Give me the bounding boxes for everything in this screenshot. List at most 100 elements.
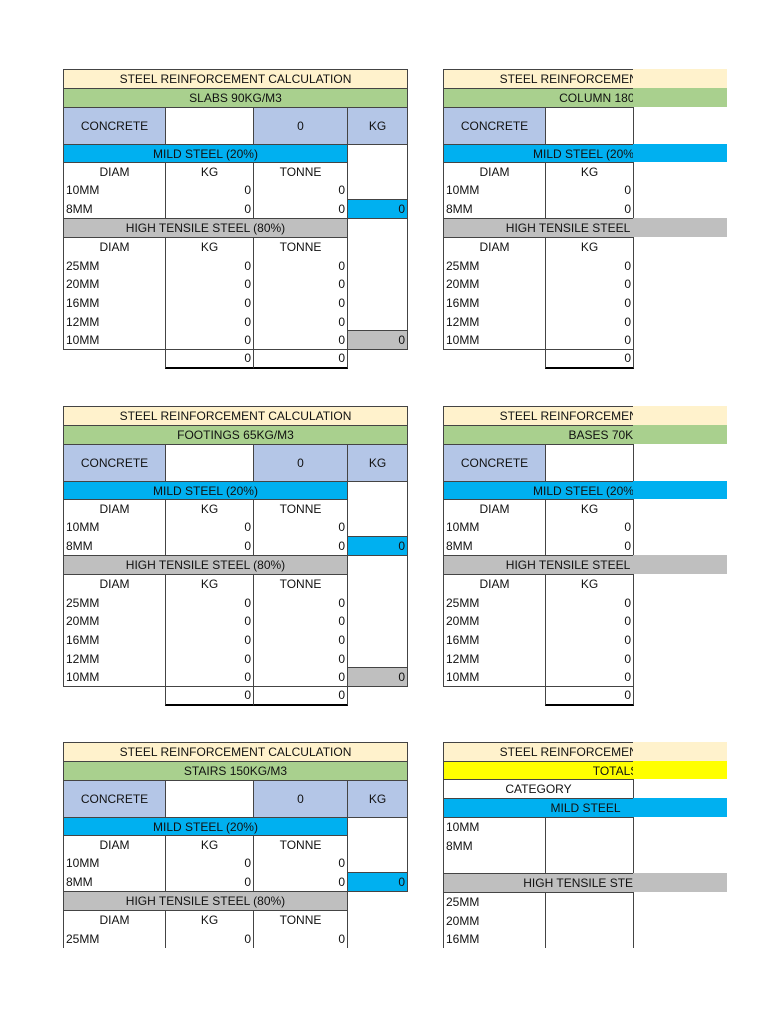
value-cell[interactable] <box>545 835 634 856</box>
column-header[interactable]: DIAM <box>63 237 166 257</box>
column-header[interactable]: TONNE <box>633 237 634 257</box>
diameter-label[interactable]: 10MM <box>443 330 546 350</box>
kg-value[interactable]: 0 <box>545 536 634 556</box>
tonne-value[interactable]: 0 <box>253 630 348 650</box>
block-subtitle[interactable]: FOOTINGS 65KG/M3 <box>63 425 408 445</box>
column-header[interactable]: KG <box>165 574 254 594</box>
column-header[interactable]: TONNE <box>253 574 348 594</box>
tonne-value[interactable]: 0 <box>633 667 634 687</box>
kg-value[interactable]: 0 <box>165 929 254 948</box>
kg-value[interactable]: 0 <box>165 311 254 332</box>
kg-value[interactable]: 0 <box>545 630 634 650</box>
total-tonne[interactable]: 0 <box>633 349 634 369</box>
concrete-value[interactable]: 0 <box>253 107 348 145</box>
column-header[interactable]: KG <box>165 910 254 930</box>
column-header[interactable]: KG <box>165 162 254 181</box>
value-cell[interactable] <box>545 892 634 912</box>
value-cell[interactable] <box>545 854 634 875</box>
category-header[interactable]: CATEGORY <box>443 779 634 799</box>
tonne-value[interactable]: 0 <box>253 667 348 687</box>
concrete-label[interactable]: CONCRETE <box>63 107 166 145</box>
tonne-value[interactable]: 0 <box>253 293 348 313</box>
tonne-value[interactable]: 0 <box>253 274 348 295</box>
column-header[interactable]: TONNE <box>633 162 634 181</box>
kg-value[interactable]: 0 <box>545 330 634 350</box>
diameter-label[interactable]: 10MM <box>63 853 166 873</box>
kg-value[interactable]: 0 <box>545 517 634 537</box>
tonne-value[interactable]: 0 <box>253 256 348 276</box>
diameter-label[interactable]: 12MM <box>63 311 166 332</box>
concrete-label[interactable]: CONCRETE <box>443 444 546 482</box>
tonne-value[interactable]: 0 <box>633 330 634 350</box>
block-title[interactable]: STEEL REINFORCEMENT CALCULATION <box>63 69 408 89</box>
column-header[interactable]: KG <box>545 574 634 594</box>
diameter-label[interactable]: 12MM <box>443 311 546 332</box>
tonne-value[interactable]: 0 <box>633 630 634 650</box>
tonne-value[interactable]: 0 <box>253 853 348 873</box>
block-title[interactable]: STEEL REINFORCEMENT CALCULATION <box>63 742 408 762</box>
kg-value[interactable]: 0 <box>545 667 634 687</box>
high-steel-header[interactable]: HIGH TENSILE STEEL (80%) <box>63 218 348 238</box>
concrete-input[interactable] <box>545 107 634 145</box>
diameter-label[interactable]: 8MM <box>63 536 166 556</box>
block-title[interactable]: STEEL REINFORCEMENT CALCULATION <box>63 406 408 426</box>
column-header[interactable]: KG <box>165 499 254 518</box>
diameter-label[interactable]: 16MM <box>443 630 546 650</box>
column-header[interactable]: DIAM <box>63 835 166 854</box>
concrete-input[interactable] <box>165 107 254 145</box>
column-header[interactable]: DIAM <box>63 910 166 930</box>
column-header[interactable]: TONNE <box>633 499 634 518</box>
high-steel-header[interactable]: HIGH TENSILE STEEL (80%) <box>63 891 348 911</box>
column-header[interactable]: TONNE <box>253 237 348 257</box>
column-header[interactable]: TONNE <box>633 574 634 594</box>
tonne-value[interactable]: 0 <box>633 517 634 537</box>
value-cell[interactable] <box>545 910 634 931</box>
concrete-input[interactable] <box>165 444 254 482</box>
kg-value[interactable]: 0 <box>545 274 634 295</box>
diameter-label[interactable]: 10MM <box>63 330 166 350</box>
block-subtitle[interactable]: SLABS 90KG/M3 <box>63 88 408 108</box>
diameter-label[interactable]: 10MM <box>443 180 546 200</box>
column-header[interactable]: KG <box>545 499 634 518</box>
diameter-label[interactable]: 10MM <box>63 667 166 687</box>
concrete-unit[interactable]: KG <box>347 444 408 482</box>
tonne-value[interactable]: 0 <box>253 180 348 200</box>
tonne-value[interactable]: 0 <box>633 648 634 669</box>
mild-subtotal[interactable]: 0 <box>347 536 408 556</box>
total-tonne[interactable]: 0 <box>253 349 348 369</box>
kg-value[interactable]: 0 <box>165 611 254 632</box>
column-header[interactable]: DIAM <box>443 499 546 518</box>
kg-value[interactable]: 0 <box>545 180 634 200</box>
tonne-value[interactable]: 0 <box>253 872 348 892</box>
diameter-label[interactable]: 20MM <box>443 274 546 295</box>
kg-value[interactable]: 0 <box>545 611 634 632</box>
kg-value[interactable]: 0 <box>165 667 254 687</box>
block-title[interactable]: STEEL REINFORCEMENT CALCULATION <box>443 406 634 426</box>
tonne-value[interactable]: 0 <box>253 517 348 537</box>
total-kg[interactable]: 0 <box>165 349 254 369</box>
tonne-value[interactable]: 0 <box>633 293 634 313</box>
kg-value[interactable]: 0 <box>165 853 254 873</box>
kg-value[interactable]: 0 <box>165 630 254 650</box>
mild-steel-header[interactable]: MILD STEEL (20%) <box>63 481 348 500</box>
tonne-value[interactable]: 0 <box>633 311 634 332</box>
diameter-label[interactable]: 25MM <box>63 929 166 948</box>
diameter-label[interactable]: 8MM <box>63 199 166 219</box>
diameter-label[interactable]: 20MM <box>63 274 166 295</box>
diameter-label[interactable] <box>443 854 546 875</box>
kg-value[interactable]: 0 <box>165 256 254 276</box>
tonne-value[interactable]: 0 <box>253 929 348 948</box>
diameter-label[interactable]: 10MM <box>443 817 546 837</box>
tonne-value[interactable]: 0 <box>253 648 348 669</box>
kg-value[interactable]: 0 <box>165 293 254 313</box>
concrete-unit[interactable]: KG <box>347 780 408 818</box>
block-subtitle[interactable]: STAIRS 150KG/M3 <box>63 761 408 781</box>
tonne-value[interactable]: 0 <box>633 274 634 295</box>
kg-value[interactable]: 0 <box>545 593 634 613</box>
kg-value[interactable]: 0 <box>165 872 254 892</box>
diameter-label[interactable]: 25MM <box>443 892 546 912</box>
value-cell[interactable] <box>545 929 634 948</box>
tonne-value[interactable]: 0 <box>253 593 348 613</box>
kg-value[interactable]: 0 <box>165 274 254 295</box>
column-header[interactable]: TONNE <box>253 910 348 930</box>
